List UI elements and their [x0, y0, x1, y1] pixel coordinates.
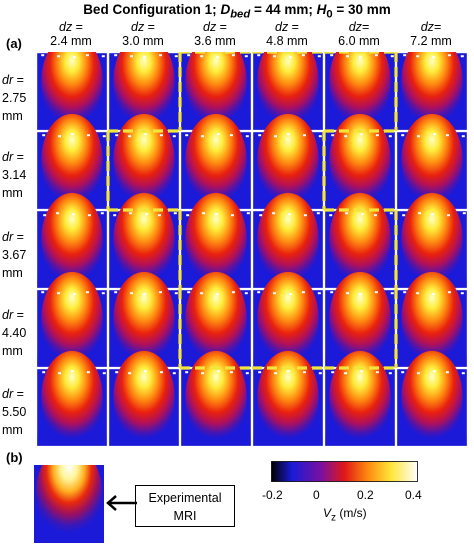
velocity-map-cell	[109, 350, 179, 446]
panel-b-label: (b)	[6, 450, 23, 465]
velocity-map-cell	[253, 350, 323, 446]
velocity-map-cell	[37, 192, 107, 288]
column-header: dz = 3.0 mm	[122, 20, 164, 48]
column-header: dz = 4.8 mm	[266, 20, 308, 48]
velocity-map-grid	[37, 52, 467, 446]
velocity-map-cell	[397, 113, 467, 209]
velocity-map-cell	[37, 350, 107, 446]
velocity-map-cell	[109, 113, 179, 209]
panel-a-label: (a)	[6, 36, 22, 51]
colorbar-tick: 0.2	[357, 488, 374, 502]
colorbar-tick: 0.4	[405, 488, 422, 502]
velocity-map-cell	[397, 350, 467, 446]
velocity-map-cell	[325, 192, 395, 288]
velocity-map-cell	[181, 192, 251, 288]
velocity-map-cell	[181, 52, 251, 130]
column-header: dz = 3.6 mm	[194, 20, 236, 48]
velocity-map-cell	[181, 350, 251, 446]
row-header: dr = 3.67 mm	[2, 230, 27, 280]
left-arrow-icon	[106, 495, 137, 511]
colorbar-tick: 0	[313, 488, 320, 502]
row-header: dr = 3.14 mm	[2, 150, 27, 200]
colorbar-tick: -0.2	[262, 488, 283, 502]
column-header: dz = 2.4 mm	[50, 20, 92, 48]
experimental-mri-image	[34, 465, 104, 543]
velocity-map-cell	[397, 271, 467, 367]
column-header: dz= 6.0 mm	[338, 20, 380, 48]
row-header: dr = 5.50 mm	[2, 387, 27, 437]
velocity-map-cell	[37, 52, 107, 130]
colorbar	[271, 461, 418, 482]
colorbar-label: Vz (m/s)	[323, 506, 367, 524]
figure-title: Bed Configuration 1; Dbed = 44 mm; H0 = …	[83, 2, 391, 21]
velocity-map-cell	[253, 192, 323, 288]
experimental-mri-label: Experimental MRI	[135, 485, 235, 527]
velocity-map-cell	[325, 350, 395, 446]
velocity-map-cell	[253, 52, 323, 130]
column-header: dz= 7.2 mm	[410, 20, 452, 48]
velocity-map-cell	[109, 52, 179, 130]
row-header: dr = 2.75 mm	[2, 73, 27, 123]
row-header: dr = 4.40 mm	[2, 308, 27, 358]
velocity-map-cell	[37, 271, 107, 367]
